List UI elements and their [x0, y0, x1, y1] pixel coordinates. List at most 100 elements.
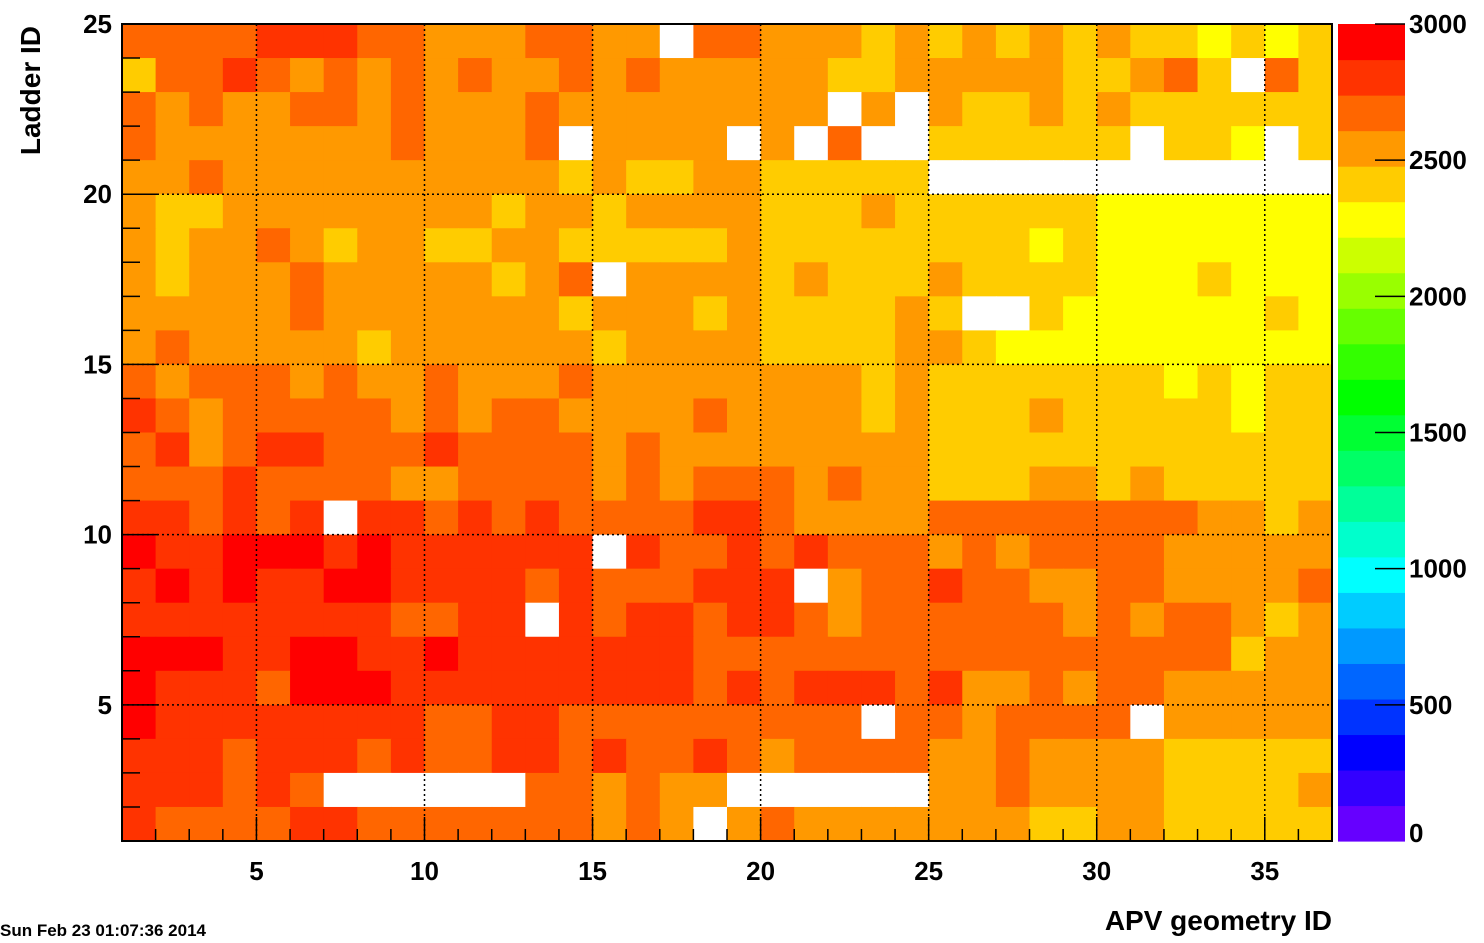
heatmap-cell	[1197, 24, 1232, 59]
heatmap-cell	[895, 58, 930, 93]
heatmap-cell	[962, 194, 997, 229]
heatmap-cell	[626, 500, 661, 536]
heatmap-cell	[1029, 126, 1064, 161]
heatmap-cell	[962, 534, 997, 570]
heatmap-cell	[1298, 772, 1333, 808]
heatmap-cell	[122, 568, 157, 604]
heatmap-cell	[592, 602, 627, 638]
heatmap-cell	[962, 160, 997, 195]
heatmap-cell	[290, 738, 325, 774]
heatmap-cell	[1298, 160, 1333, 195]
heatmap-cell	[323, 330, 358, 366]
heatmap-cell	[458, 738, 493, 774]
heatmap-cell	[290, 262, 325, 297]
heatmap-cell	[827, 126, 863, 161]
heatmap-cell	[659, 296, 694, 331]
heatmap-cell	[558, 194, 594, 229]
heatmap-cell	[760, 670, 795, 706]
heatmap-cell	[1298, 704, 1333, 740]
colorbar-segment	[1338, 24, 1405, 61]
heatmap-cell	[390, 58, 426, 93]
heatmap-cell	[1096, 330, 1131, 366]
heatmap-cell	[491, 160, 526, 195]
heatmap-cell	[424, 296, 459, 331]
heatmap-cell	[424, 568, 459, 604]
heatmap-cell	[1298, 58, 1333, 93]
heatmap-cell	[592, 500, 627, 536]
colorbar-tick-label: 1000	[1409, 554, 1467, 584]
heatmap-cell	[155, 568, 190, 604]
heatmap-cell	[424, 806, 459, 842]
heatmap-cell	[895, 466, 930, 502]
colorbar-segment	[1338, 805, 1405, 842]
heatmap-cell	[122, 194, 157, 229]
heatmap-cell	[962, 772, 997, 808]
heatmap-cell	[424, 126, 459, 161]
heatmap-cell	[1063, 602, 1098, 638]
heatmap-cell	[155, 704, 190, 740]
heatmap-cell	[256, 738, 291, 774]
heatmap-cells	[122, 24, 1333, 842]
heatmap-cell	[323, 398, 358, 434]
colorbar-segment	[1338, 521, 1405, 558]
heatmap-cell	[827, 24, 863, 59]
heatmap-cell	[895, 24, 930, 59]
heatmap-cell	[323, 160, 358, 195]
heatmap-cell	[727, 126, 762, 161]
heatmap-cell	[827, 330, 863, 366]
heatmap-cell	[693, 228, 728, 263]
heatmap-cell	[995, 92, 1031, 127]
heatmap-cell	[189, 330, 224, 366]
heatmap-cell	[693, 772, 728, 808]
heatmap-cell	[1130, 806, 1165, 842]
heatmap-cell	[1063, 534, 1098, 570]
heatmap-cell	[626, 296, 661, 331]
heatmap-cell	[558, 568, 594, 604]
heatmap-cell	[155, 670, 190, 706]
heatmap-cell	[189, 704, 224, 740]
heatmap-cell	[458, 602, 493, 638]
heatmap-cell	[458, 806, 493, 842]
heatmap-cell	[458, 92, 493, 127]
heatmap-cell	[760, 398, 795, 434]
x-tick-label: 10	[410, 856, 439, 886]
heatmap-cell	[861, 636, 896, 672]
heatmap-cell	[290, 364, 325, 400]
heatmap-cell	[1163, 398, 1199, 434]
heatmap-cell	[122, 92, 157, 127]
heatmap-cell	[424, 466, 459, 502]
heatmap-cell	[390, 364, 426, 400]
heatmap-cell	[928, 126, 963, 161]
heatmap-cell	[323, 92, 358, 127]
heatmap-cell	[827, 772, 863, 808]
heatmap-cell	[525, 92, 560, 127]
heatmap-cell	[861, 738, 896, 774]
heatmap-cell	[323, 296, 358, 331]
heatmap-cell	[1231, 58, 1266, 93]
heatmap-cell	[592, 58, 627, 93]
heatmap-cell	[962, 670, 997, 706]
heatmap-cell	[861, 160, 896, 195]
heatmap-cell	[1197, 602, 1232, 638]
heatmap-cell	[1231, 636, 1266, 672]
heatmap-cell	[525, 126, 560, 161]
heatmap-cell	[491, 772, 526, 808]
heatmap-cell	[222, 432, 258, 468]
heatmap-cell	[222, 24, 258, 59]
heatmap-cell	[357, 602, 392, 638]
heatmap-cell	[155, 92, 190, 127]
heatmap-cell	[323, 772, 358, 808]
heatmap-cell	[659, 160, 694, 195]
heatmap-cell	[693, 568, 728, 604]
heatmap-cell	[458, 670, 493, 706]
heatmap-cell	[895, 636, 930, 672]
heatmap-cell	[290, 398, 325, 434]
colorbar-segment	[1338, 166, 1405, 203]
heatmap-cell	[558, 296, 594, 331]
heatmap-cell	[659, 568, 694, 604]
heatmap-cell	[626, 636, 661, 672]
heatmap-cell	[122, 364, 157, 400]
heatmap-cell	[928, 704, 963, 740]
heatmap-cell	[895, 670, 930, 706]
heatmap-cell	[1264, 58, 1299, 93]
